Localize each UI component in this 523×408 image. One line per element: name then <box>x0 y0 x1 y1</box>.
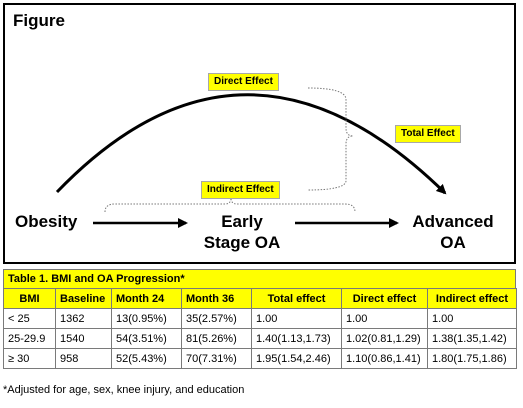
total-effect-label: Total Effect <box>395 125 461 143</box>
node-obesity: Obesity <box>15 211 77 232</box>
table-row: 25-29.9 1540 54(3.51%) 81(5.26%) 1.40(1.… <box>3 328 517 349</box>
node-obesity-label: Obesity <box>15 212 78 231</box>
table-row: ≥ 30 958 52(5.43%) 70(7.31%) 1.95(1.54,2… <box>3 348 517 369</box>
node-early-line2: Stage OA <box>203 233 281 252</box>
table-cell: 1.10(0.86,1.41) <box>341 348 428 369</box>
results-table: BMI Baseline Month 24 Month 36 Total eff… <box>3 288 517 369</box>
table-cell: 1.00 <box>341 308 428 329</box>
col-header-month-36: Month 36 <box>181 288 252 309</box>
table-cell: 70(7.31%) <box>181 348 252 369</box>
table-cell: ≥ 30 <box>3 348 56 369</box>
table-cell: 1.02(0.81,1.29) <box>341 328 428 349</box>
indirect-effect-brace <box>104 197 356 213</box>
node-advanced-line2: OA <box>440 233 466 252</box>
figure-panel: Figure Direct Effect Total Effect Indire… <box>3 3 516 264</box>
table-caption: Table 1. BMI and OA Progression* <box>3 269 516 288</box>
table-cell: 1.00 <box>251 308 342 329</box>
col-header-total-effect: Total effect <box>251 288 342 309</box>
table-header-row: BMI Baseline Month 24 Month 36 Total eff… <box>3 288 517 309</box>
table-cell: 1.00 <box>427 308 517 329</box>
node-early-stage-oa: Early Stage OA <box>192 211 292 253</box>
col-header-baseline: Baseline <box>55 288 112 309</box>
table-cell: 52(5.43%) <box>111 348 182 369</box>
table-row: < 25 1362 13(0.95%) 35(2.57%) 1.00 1.00 … <box>3 308 517 329</box>
figure-title: Figure <box>13 11 65 30</box>
table-cell: 25-29.9 <box>3 328 56 349</box>
col-header-month-24: Month 24 <box>111 288 182 309</box>
table-footnote: *Adjusted for age, sex, knee injury, and… <box>3 384 245 396</box>
table-cell: 54(3.51%) <box>111 328 182 349</box>
node-advanced-line1: Advanced <box>412 212 494 231</box>
figure-diagram <box>55 87 447 228</box>
node-early-line1: Early <box>221 212 263 231</box>
table-cell: 35(2.57%) <box>181 308 252 329</box>
table-cell: 1.40(1.13,1.73) <box>251 328 342 349</box>
inverted-u-curve <box>55 93 447 195</box>
col-header-direct-effect: Direct effect <box>341 288 428 309</box>
table-cell: 1.38(1.35,1.42) <box>427 328 517 349</box>
col-header-indirect-effect: Indirect effect <box>427 288 517 309</box>
indirect-effect-label: Indirect Effect <box>201 181 280 199</box>
table-cell: 1.95(1.54,2.46) <box>251 348 342 369</box>
direct-effect-label: Direct Effect <box>208 73 279 91</box>
table-cell: 958 <box>55 348 112 369</box>
table-cell: < 25 <box>3 308 56 329</box>
direct-effect-brace <box>307 87 354 191</box>
table-cell: 1.80(1.75,1.86) <box>427 348 517 369</box>
table-cell: 1362 <box>55 308 112 329</box>
results-table-block: Table 1. BMI and OA Progression* BMI Bas… <box>3 269 517 369</box>
col-header-bmi: BMI <box>3 288 56 309</box>
node-advanced-oa: Advanced OA <box>403 211 503 253</box>
table-cell: 1540 <box>55 328 112 349</box>
table-cell: 13(0.95%) <box>111 308 182 329</box>
table-cell: 81(5.26%) <box>181 328 252 349</box>
